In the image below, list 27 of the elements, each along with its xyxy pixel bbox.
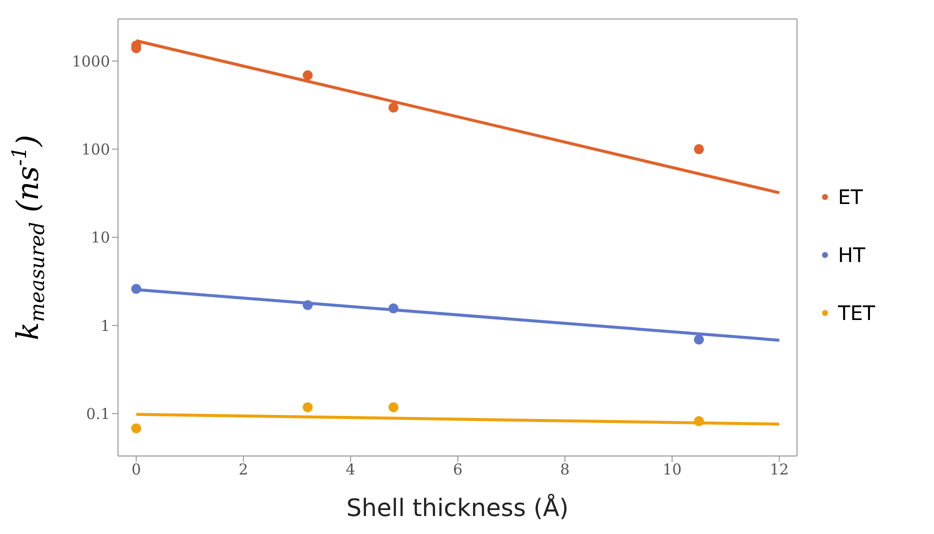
point xyxy=(302,402,313,412)
point xyxy=(131,423,142,434)
y-tick-label: 100 xyxy=(81,140,110,159)
point xyxy=(388,402,398,412)
point xyxy=(694,144,704,154)
x-tick-label: 10 xyxy=(662,460,682,479)
y-tick-label: 1000 xyxy=(72,52,110,70)
point xyxy=(694,416,704,426)
point xyxy=(302,70,313,80)
point xyxy=(131,284,142,294)
x-tick-label: 2 xyxy=(238,460,248,479)
legend-label: TET xyxy=(838,301,876,325)
point xyxy=(388,303,398,314)
point xyxy=(694,334,704,345)
x-tick-label: 6 xyxy=(452,460,463,479)
x-tick-label: 8 xyxy=(560,460,570,479)
x-tick-label: 0 xyxy=(131,460,141,479)
y-tick-label: 0.1 xyxy=(86,404,110,423)
legend-label: ET xyxy=(838,185,863,209)
x-axis-title: Shell thickness (Å) xyxy=(346,493,569,522)
legend-label: HT xyxy=(838,243,866,267)
point xyxy=(302,300,313,310)
y-tick-label: 1 xyxy=(100,316,110,335)
y-tick-label: 10 xyxy=(90,228,110,247)
point xyxy=(388,102,398,113)
x-tick-label: 4 xyxy=(346,460,356,479)
x-tick-label: 12 xyxy=(770,460,789,479)
